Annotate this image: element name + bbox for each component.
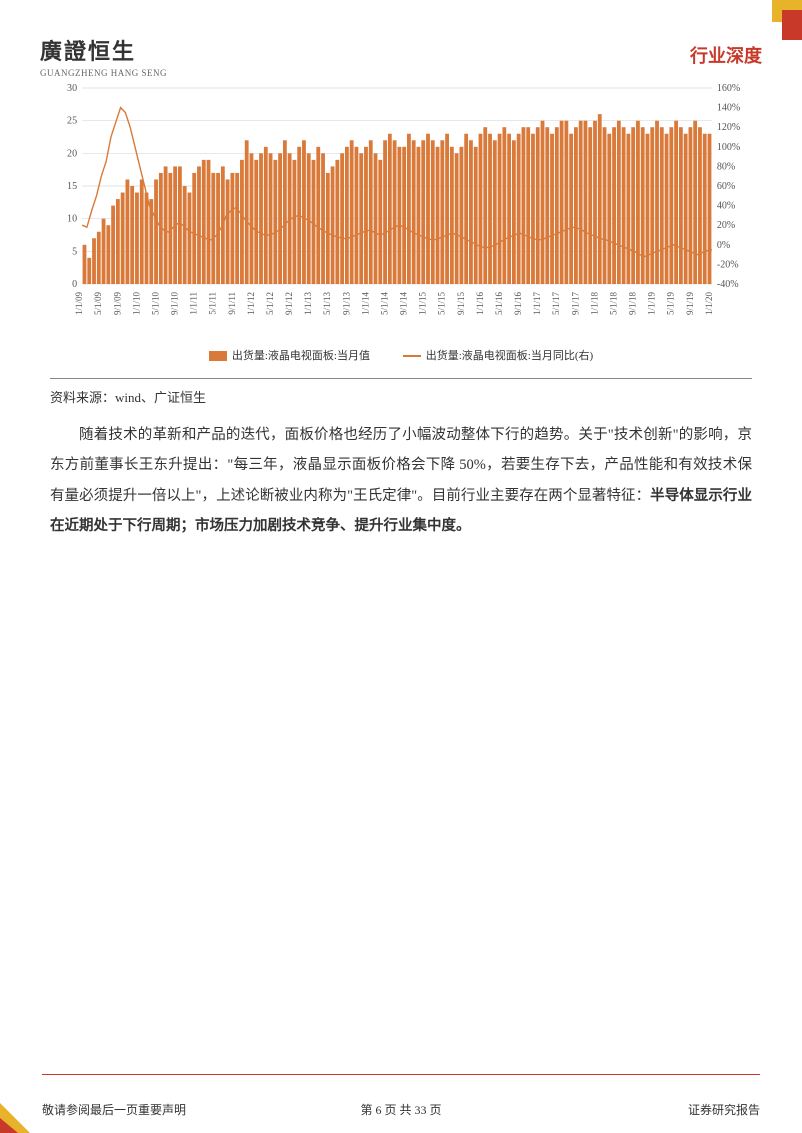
svg-text:10: 10 [67,214,77,225]
legend-swatch-bar [209,351,227,361]
chart-legend: 出货量:液晶电视面板:当月值 出货量:液晶电视面板:当月同比(右) [0,347,802,363]
svg-text:5/1/11: 5/1/11 [208,292,218,315]
svg-text:30: 30 [67,83,77,94]
svg-text:5/1/16: 5/1/16 [494,292,504,315]
svg-text:5/1/15: 5/1/15 [437,292,447,315]
source-line: 资料来源：wind、广证恒生 [50,378,752,406]
svg-text:-20%: -20% [717,259,739,270]
svg-text:20%: 20% [717,220,735,231]
svg-text:1/1/20: 1/1/20 [704,292,714,315]
svg-text:5/1/14: 5/1/14 [379,292,389,315]
svg-text:9/1/11: 9/1/11 [227,292,237,315]
para1a: 随着技术的革新和产品的迭代，面板价格也经历了小幅波动整体下行的趋势。关于"技术创… [50,427,752,504]
legend-label-bar: 出货量:液晶电视面板:当月值 [232,350,370,362]
svg-text:1/1/12: 1/1/12 [246,292,256,315]
source-text: 资料来源：wind、广证恒生 [50,390,206,405]
svg-text:80%: 80% [717,161,735,172]
svg-text:9/1/13: 9/1/13 [341,292,351,315]
svg-text:25: 25 [67,116,77,127]
svg-text:9/1/16: 9/1/16 [513,292,523,315]
svg-text:5/1/17: 5/1/17 [551,292,561,315]
page-header: 廣證恒生 GUANGZHENG HANG SENG 行业深度 [40,34,762,74]
section-title: 行业深度 [690,42,762,68]
svg-text:5/1/19: 5/1/19 [666,292,676,315]
legend-label-line: 出货量:液晶电视面板:当月同比(右) [426,350,593,362]
svg-text:40%: 40% [717,201,735,212]
chart-region: 0 5 10 15 20 25 30 -40% -20% 0% 20% 40% 60% 80% 100% 12… [50,82,752,342]
svg-text:1/1/13: 1/1/13 [303,292,313,315]
svg-text:0: 0 [72,279,77,290]
svg-text:20: 20 [67,148,77,159]
svg-text:1/1/15: 1/1/15 [418,292,428,315]
footer-center: 第 6 页 共 33 页 [42,1101,760,1118]
svg-text:140%: 140% [717,103,740,114]
svg-text:1/1/17: 1/1/17 [532,292,542,315]
svg-text:160%: 160% [717,83,740,94]
svg-text:1/1/14: 1/1/14 [360,292,370,315]
svg-text:9/1/09: 9/1/09 [112,292,122,315]
svg-text:9/1/17: 9/1/17 [570,292,580,315]
svg-text:9/1/15: 9/1/15 [456,292,466,315]
svg-text:1/1/18: 1/1/18 [589,292,599,315]
logo-text-en: GUANGZHENG HANG SENG [40,68,762,78]
svg-text:5/1/10: 5/1/10 [150,292,160,315]
corner-decor-bl [0,1093,50,1133]
svg-text:-40%: -40% [717,279,739,290]
svg-text:9/1/10: 9/1/10 [170,292,180,315]
logo-text-cn: 廣證恒生 [40,34,762,66]
svg-text:5/1/12: 5/1/12 [265,292,275,315]
svg-text:9/1/19: 9/1/19 [685,292,695,315]
svg-text:1/1/10: 1/1/10 [131,292,141,315]
footer-rule [42,1074,760,1075]
legend-swatch-line [403,355,421,357]
svg-text:15: 15 [67,181,77,192]
footer-right: 证券研究报告 [688,1101,760,1118]
svg-text:5/1/18: 5/1/18 [608,292,618,315]
svg-text:5/1/13: 5/1/13 [322,292,332,315]
svg-text:9/1/12: 9/1/12 [284,292,294,315]
svg-text:60%: 60% [717,181,735,192]
svg-text:100%: 100% [717,142,740,153]
svg-text:1/1/19: 1/1/19 [647,292,657,315]
svg-text:120%: 120% [717,122,740,133]
svg-text:1/1/16: 1/1/16 [475,292,485,315]
svg-text:1/1/11: 1/1/11 [189,292,199,315]
body-text: 随着技术的革新和产品的迭代，面板价格也经历了小幅波动整体下行的趋势。关于"技术创… [50,420,752,542]
svg-text:0%: 0% [717,240,730,251]
svg-text:5/1/09: 5/1/09 [93,292,103,315]
svg-text:1/1/09: 1/1/09 [74,292,84,315]
svg-text:9/1/18: 9/1/18 [628,292,638,315]
svg-text:5: 5 [72,246,77,257]
svg-text:9/1/14: 9/1/14 [399,292,409,315]
